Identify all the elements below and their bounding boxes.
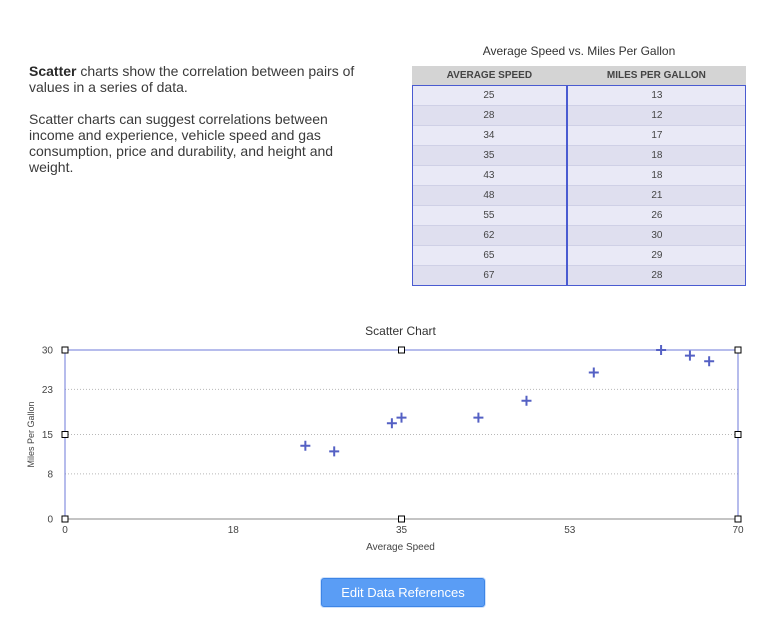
data-point[interactable] xyxy=(656,345,667,355)
table-cell[interactable]: 26 xyxy=(566,205,746,226)
table-row: 67 28 xyxy=(412,265,746,285)
data-point[interactable] xyxy=(386,418,397,429)
resize-handle[interactable] xyxy=(734,346,742,354)
intro-p1-text: charts show the correlation between pair… xyxy=(29,63,355,95)
data-point[interactable] xyxy=(521,395,532,406)
resize-handle[interactable] xyxy=(398,346,405,354)
table-title: Average Speed vs. Miles Per Gallon xyxy=(482,44,676,58)
table-cell[interactable]: 12 xyxy=(566,105,746,126)
resize-handle[interactable] xyxy=(398,515,405,523)
resize-handle[interactable] xyxy=(61,346,69,354)
table-cell[interactable]: 18 xyxy=(566,165,746,186)
table-cell[interactable]: 21 xyxy=(566,185,746,206)
x-tick-label: 18 xyxy=(228,525,240,536)
y-axis-label: Miles Per Gallon xyxy=(26,401,36,467)
table-cell[interactable]: 17 xyxy=(566,125,746,146)
table-row: 28 12 xyxy=(412,105,746,126)
table-header-row: AVERAGE SPEED MILES PER GALLON xyxy=(412,66,746,86)
y-tick-label: 15 xyxy=(42,430,54,441)
table-cell[interactable]: 55 xyxy=(412,205,568,226)
intro-paragraph-2: Scatter charts can suggest correlations … xyxy=(29,111,334,175)
table-cell[interactable]: 28 xyxy=(566,265,746,285)
table-row: 62 30 xyxy=(412,225,746,246)
data-point[interactable] xyxy=(300,440,311,451)
y-tick-label: 0 xyxy=(47,515,53,526)
chart-title: Scatter Chart xyxy=(365,324,436,338)
x-tick-label: 70 xyxy=(732,525,744,536)
intro-paragraph-1: Scatter charts show the correlation betw… xyxy=(29,63,374,95)
intro-text: Scatter charts show the correlation betw… xyxy=(29,63,374,191)
intro-bold-word: Scatter xyxy=(29,63,77,79)
resize-handle[interactable] xyxy=(61,515,69,523)
table-cell[interactable]: 29 xyxy=(566,245,746,266)
resize-handle[interactable] xyxy=(61,431,69,438)
table-cell[interactable]: 48 xyxy=(412,185,568,206)
data-point[interactable] xyxy=(329,446,340,457)
y-tick-label: 30 xyxy=(42,346,54,357)
table-cell[interactable]: 25 xyxy=(412,85,568,106)
data-point[interactable] xyxy=(704,356,715,367)
table-row: 35 18 xyxy=(412,145,746,166)
data-point[interactable] xyxy=(684,350,695,361)
table-cell[interactable]: 67 xyxy=(412,265,568,285)
table-row: 55 26 xyxy=(412,205,746,226)
table-cell[interactable]: 28 xyxy=(412,105,568,126)
header-average-speed[interactable]: AVERAGE SPEED xyxy=(412,66,567,86)
x-tick-label: 53 xyxy=(564,525,576,536)
x-tick-label: 0 xyxy=(62,525,68,536)
data-point[interactable] xyxy=(473,412,484,423)
table-cell[interactable]: 18 xyxy=(566,145,746,166)
data-point[interactable] xyxy=(588,367,599,378)
y-tick-label: 23 xyxy=(42,385,54,396)
header-miles-per-gallon[interactable]: MILES PER GALLON xyxy=(566,66,746,86)
table-cell[interactable]: 62 xyxy=(412,225,568,246)
table-row: 25 13 xyxy=(412,85,746,106)
table-cell[interactable]: 65 xyxy=(412,245,568,266)
table-cell[interactable]: 13 xyxy=(566,85,746,106)
table-cell[interactable]: 43 xyxy=(412,165,568,186)
table-row: 43 18 xyxy=(412,165,746,186)
table-cell[interactable]: 34 xyxy=(412,125,568,146)
table-cell[interactable]: 35 xyxy=(412,145,568,166)
data-point[interactable] xyxy=(396,412,407,423)
resize-handle[interactable] xyxy=(734,431,742,438)
data-table[interactable]: AVERAGE SPEED MILES PER GALLON 25 13 28 12… xyxy=(412,66,746,285)
resize-handle[interactable] xyxy=(734,515,742,523)
edit-data-references-button[interactable]: Edit Data References xyxy=(321,578,485,607)
x-axis-label: Average Speed xyxy=(366,542,435,553)
x-tick-label: 35 xyxy=(396,525,408,536)
table-row: 65 29 xyxy=(412,245,746,266)
y-tick-label: 8 xyxy=(47,469,53,480)
table-row: 34 17 xyxy=(412,125,746,146)
table-row: 48 21 xyxy=(412,185,746,206)
table-cell[interactable]: 30 xyxy=(566,225,746,246)
